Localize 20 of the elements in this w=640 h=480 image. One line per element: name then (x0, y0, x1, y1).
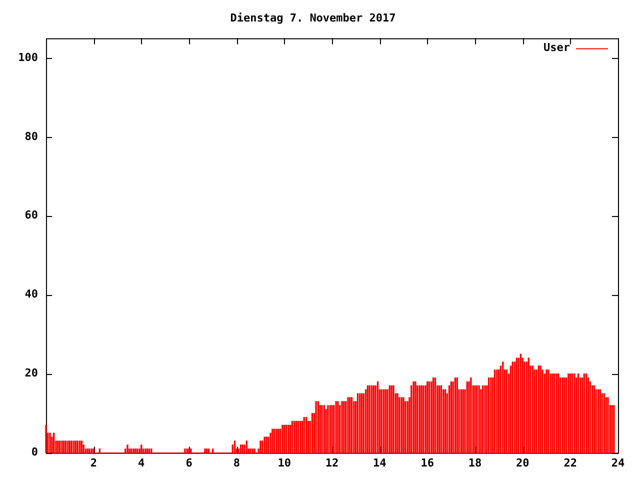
x-tick-label: 18 (468, 456, 482, 470)
x-tick-label: 24 (611, 456, 625, 470)
y-tick-label: 100 (18, 50, 38, 64)
x-tick-label: 22 (564, 456, 577, 470)
x-tick-label: 12 (325, 456, 339, 470)
x-tick-label: 2 (90, 456, 97, 470)
y-tick-label: 80 (24, 130, 38, 143)
y-tick-label: 20 (24, 366, 38, 380)
x-tick-label: 14 (373, 456, 387, 470)
x-tick-label: 10 (278, 456, 291, 470)
y-tick-label: 60 (24, 208, 38, 222)
x-tick-label: 4 (138, 456, 146, 470)
x-tick-label: 20 (516, 456, 530, 470)
y-tick-label: 0 (31, 446, 38, 459)
x-tick-label: 6 (186, 456, 193, 470)
x-tick-label: 8 (233, 456, 240, 470)
text: User (544, 41, 570, 54)
chart-title: Dienstag 7. November 2017 (230, 11, 396, 24)
x-tick-label: 16 (420, 456, 434, 470)
y-tick-label: 40 (24, 288, 38, 301)
